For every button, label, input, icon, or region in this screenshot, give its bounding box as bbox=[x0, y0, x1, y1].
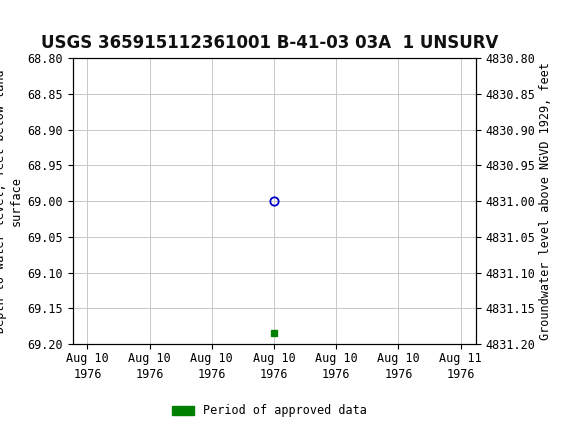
Legend: Period of approved data: Period of approved data bbox=[168, 399, 372, 422]
Text: USGS: USGS bbox=[38, 14, 93, 31]
Y-axis label: Groundwater level above NGVD 1929, feet: Groundwater level above NGVD 1929, feet bbox=[539, 62, 552, 340]
Text: USGS 365915112361001 B-41-03 03A  1 UNSURV: USGS 365915112361001 B-41-03 03A 1 UNSUR… bbox=[41, 34, 498, 52]
Y-axis label: Depth to water level, feet below land
surface: Depth to water level, feet below land su… bbox=[0, 69, 23, 333]
